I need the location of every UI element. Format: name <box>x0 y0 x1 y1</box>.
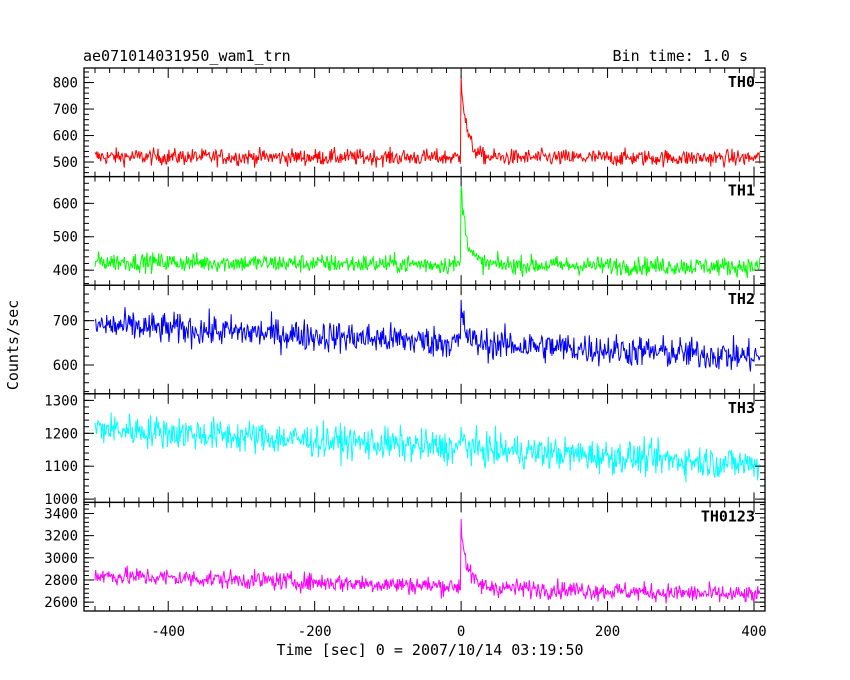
panel-th3: TH3 1000 1100 1200 1300 <box>44 393 766 508</box>
y-tick-label: 1200 <box>44 426 78 442</box>
y-tick-label: 3400 <box>44 506 78 522</box>
series-line-th2 <box>94 299 761 372</box>
y-tick-label: 700 <box>53 314 78 330</box>
panel-th0123: TH0123 2600 2800 3000 3200 3400 <box>44 501 766 612</box>
panel-th0: TH0 500 600 700 800 <box>53 67 766 178</box>
series-line-th3 <box>94 412 761 483</box>
y-tick-label: 1300 <box>44 393 78 409</box>
y-tick-label: 2800 <box>44 573 78 589</box>
y-tick-label: 3000 <box>44 551 78 567</box>
x-tick-label: -400 <box>151 624 185 640</box>
y-axis-label: Counts/sec <box>4 300 22 390</box>
y-tick-label: 500 <box>53 155 78 171</box>
panel-label: TH1 <box>728 182 755 200</box>
y-tick-label: 1000 <box>44 492 78 508</box>
x-tick-label: -200 <box>298 624 332 640</box>
panel-label: TH3 <box>728 399 755 417</box>
y-tick-label: 600 <box>53 129 78 145</box>
x-tick-label: 0 <box>457 624 465 640</box>
panel-label: TH2 <box>728 290 755 308</box>
series-line-th0123 <box>94 518 761 604</box>
x-tick-label: 400 <box>741 624 766 640</box>
series-line-th0 <box>94 76 761 168</box>
panel-frame <box>83 501 766 612</box>
y-tick-label: 3200 <box>44 529 78 545</box>
y-tick-label: 700 <box>53 102 78 118</box>
y-tick-label: 2600 <box>44 595 78 611</box>
panel-th1: TH1 400 500 600 <box>53 175 766 286</box>
y-tick-label: 600 <box>53 196 78 212</box>
x-axis-label: Time [sec] 0 = 2007/10/14 03:19:50 <box>276 641 583 659</box>
panel-th2: TH2 600 700 <box>53 284 766 395</box>
panels-group: TH0 500 600 700 800 TH1 400 500 600 TH2 600 700 TH3 1… <box>44 67 767 640</box>
panel-frame <box>83 175 766 286</box>
chart-title-right: Bin time: 1.0 s <box>613 47 748 65</box>
y-tick-label: 800 <box>53 76 78 92</box>
panel-label: TH0123 <box>701 507 755 525</box>
series-line-th1 <box>94 186 761 279</box>
y-tick-label: 1100 <box>44 459 78 475</box>
y-tick-label: 600 <box>53 358 78 374</box>
panel-label: TH0 <box>728 73 755 91</box>
chart-title-left: ae071014031950_wam1_trn <box>83 47 291 65</box>
y-tick-label: 400 <box>53 263 78 279</box>
x-tick-label: 200 <box>595 624 620 640</box>
y-tick-label: 500 <box>53 230 78 246</box>
